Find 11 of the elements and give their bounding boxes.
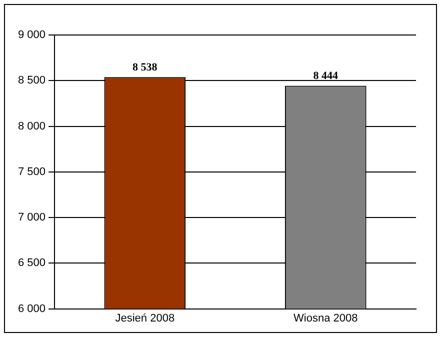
data-label: 8 538 [132,62,158,74]
data-label: 8 444 [313,70,339,82]
y-tick-label: 6 000 [18,302,46,315]
y-tick-label: 8 500 [18,74,46,87]
y-tick-label: 9 000 [18,29,46,42]
y-tick-label: 7 000 [18,212,46,224]
x-tick-label: Jesień 2008 [115,312,175,324]
y-tick-label: 6 500 [18,257,46,270]
y-tick-label: 8 000 [18,120,46,132]
x-tick-label: Wiosna 2008 [294,312,358,324]
y-tick-label: 7 500 [18,166,46,178]
